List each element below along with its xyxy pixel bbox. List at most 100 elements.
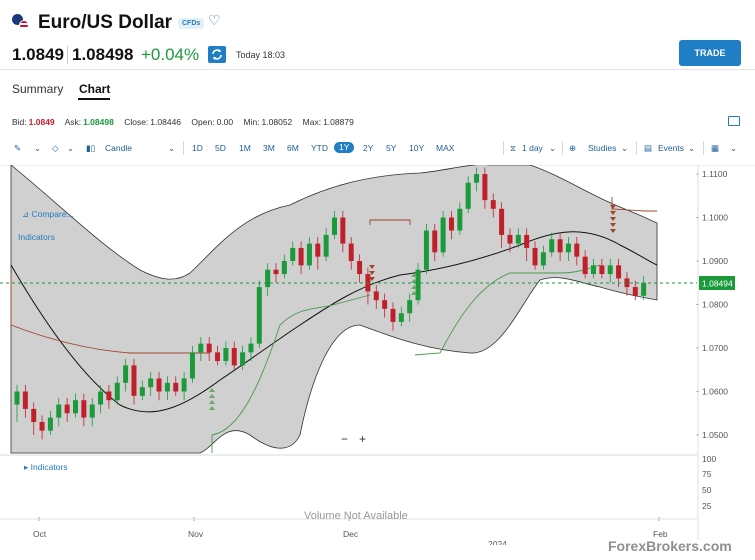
chevron-down-icon[interactable]: ⌄ <box>34 143 42 153</box>
active-tab-indicator <box>78 98 110 100</box>
chevron-down-icon[interactable]: ⌄ <box>67 143 75 153</box>
chart-toolbar: ✎ ⌄ ◇ ⌄ ▮▯ Candle ⌄ 1D 5D 1M 3M 6M YTD 1… <box>0 138 755 160</box>
candle-up <box>474 174 480 183</box>
range-1y[interactable]: 1Y <box>334 142 355 153</box>
candle-down <box>131 365 137 396</box>
candle-down <box>39 421 45 431</box>
candle-up <box>415 269 421 301</box>
candle-up <box>256 287 262 344</box>
compare-link[interactable]: ⊿ Compare... <box>22 209 74 219</box>
signal-down-marker <box>369 277 375 281</box>
candle-down <box>273 269 279 275</box>
candle-down <box>348 243 354 261</box>
candle-down <box>173 382 179 392</box>
year-label: 2024 <box>488 539 507 545</box>
volume-tick-label: 50 <box>702 485 712 495</box>
signal-up-marker <box>209 406 215 410</box>
candle-down <box>106 391 112 401</box>
candle-up <box>306 243 312 266</box>
chevron-down-icon[interactable]: ⌄ <box>549 143 557 153</box>
indicators-lower-label: Indicators <box>30 462 68 472</box>
candle-up <box>607 265 613 275</box>
chevron-down-icon[interactable]: ⌄ <box>730 143 738 153</box>
indicators-lower-link[interactable]: ▸ Indicators <box>24 462 68 472</box>
candle-up <box>148 378 154 388</box>
trade-button[interactable]: TRADE <box>679 40 741 66</box>
candle-up <box>281 261 287 275</box>
events-menu[interactable]: Events <box>658 143 684 153</box>
studies-menu[interactable]: Studies <box>588 143 617 153</box>
range-5d[interactable]: 5D <box>215 143 226 153</box>
x-tick-label: Dec <box>343 529 359 539</box>
candle-up <box>114 382 120 401</box>
candle-down <box>482 174 488 201</box>
candle-up <box>565 243 571 253</box>
zoom-in-button[interactable]: + <box>359 432 367 446</box>
cfd-badge: CFDs <box>178 18 205 29</box>
indicators-link[interactable]: Indicators <box>18 232 55 242</box>
candle-up <box>290 247 296 261</box>
tab-summary[interactable]: Summary <box>12 82 64 96</box>
candle-up <box>98 391 104 405</box>
candle-up <box>549 239 555 253</box>
min-value: 1.08052 <box>261 117 293 127</box>
bid-price: 1.0849 <box>12 45 64 64</box>
range-1d[interactable]: 1D <box>192 143 203 153</box>
range-6m[interactable]: 6M <box>287 143 299 153</box>
candle-down <box>432 230 438 253</box>
header-divider <box>0 69 755 70</box>
favorite-heart-icon[interactable]: ♡ <box>208 12 221 28</box>
ask-label: Ask: <box>64 117 82 127</box>
chart-canvas[interactable]: 1.1100 1.1000 1.0900 1.0800 1.0700 1.0600 1.05… <box>0 165 755 545</box>
range-ytd[interactable]: YTD <box>311 143 328 153</box>
zoom-out-button[interactable]: − <box>341 432 349 446</box>
signal-up-marker <box>411 273 417 277</box>
draw-pencil-icon[interactable]: ✎ <box>14 143 22 153</box>
candle-down <box>206 343 212 353</box>
settings-icon[interactable]: ▦ <box>711 143 720 153</box>
trailing-stop-line-upper <box>10 275 210 354</box>
signal-down-marker <box>610 217 616 221</box>
chart-type-select[interactable]: Candle <box>105 143 132 153</box>
candle-up <box>47 417 53 431</box>
candle-down <box>156 378 162 392</box>
interval-select[interactable]: 1 day <box>522 143 543 153</box>
candle-up <box>440 217 446 253</box>
candle-down <box>215 352 221 362</box>
candle-up <box>164 382 170 392</box>
range-5y[interactable]: 5Y <box>386 143 397 153</box>
instrument-header: Euro/US Dollar CFDs ♡ 1.0849 1.08498 +0.… <box>0 0 755 70</box>
toolbar-divider <box>636 141 637 155</box>
open-label: Open: <box>191 117 215 127</box>
candle-down <box>448 217 454 231</box>
candle-down <box>22 391 28 409</box>
price-chart[interactable]: 1.1100 1.1000 1.0900 1.0800 1.0700 1.0600 1.05… <box>0 165 755 545</box>
signal-down-marker <box>369 271 375 275</box>
candle-up <box>641 282 647 296</box>
range-10y[interactable]: 10Y <box>409 143 425 153</box>
candle-down <box>582 256 588 275</box>
volume-note: Volume Not Available <box>304 510 408 522</box>
candle-down <box>298 247 304 266</box>
signal-up-marker <box>411 291 417 295</box>
close-value: 1.08446 <box>150 117 182 127</box>
crosshair-icon[interactable]: ◇ <box>52 143 59 153</box>
popout-chart-icon[interactable] <box>728 116 740 126</box>
volume-tick-label: 100 <box>702 454 716 464</box>
x-tick-label: Nov <box>188 529 204 539</box>
range-max[interactable]: MAX <box>436 143 455 153</box>
candle-icon: ▮▯ <box>86 143 96 153</box>
chevron-down-icon[interactable]: ⌄ <box>621 143 629 153</box>
candle-up <box>423 230 429 270</box>
refresh-icon[interactable] <box>208 46 226 63</box>
signal-up-marker <box>209 394 215 398</box>
zoom-controls: − + <box>337 432 373 448</box>
candle-down <box>599 265 605 275</box>
range-1m[interactable]: 1M <box>239 143 251 153</box>
tab-chart[interactable]: Chart <box>79 82 111 96</box>
chevron-down-icon[interactable]: ⌄ <box>168 143 176 153</box>
chevron-down-icon[interactable]: ⌄ <box>688 143 696 153</box>
current-price-tag <box>699 276 735 291</box>
range-3m[interactable]: 3M <box>263 143 275 153</box>
range-2y[interactable]: 2Y <box>363 143 374 153</box>
